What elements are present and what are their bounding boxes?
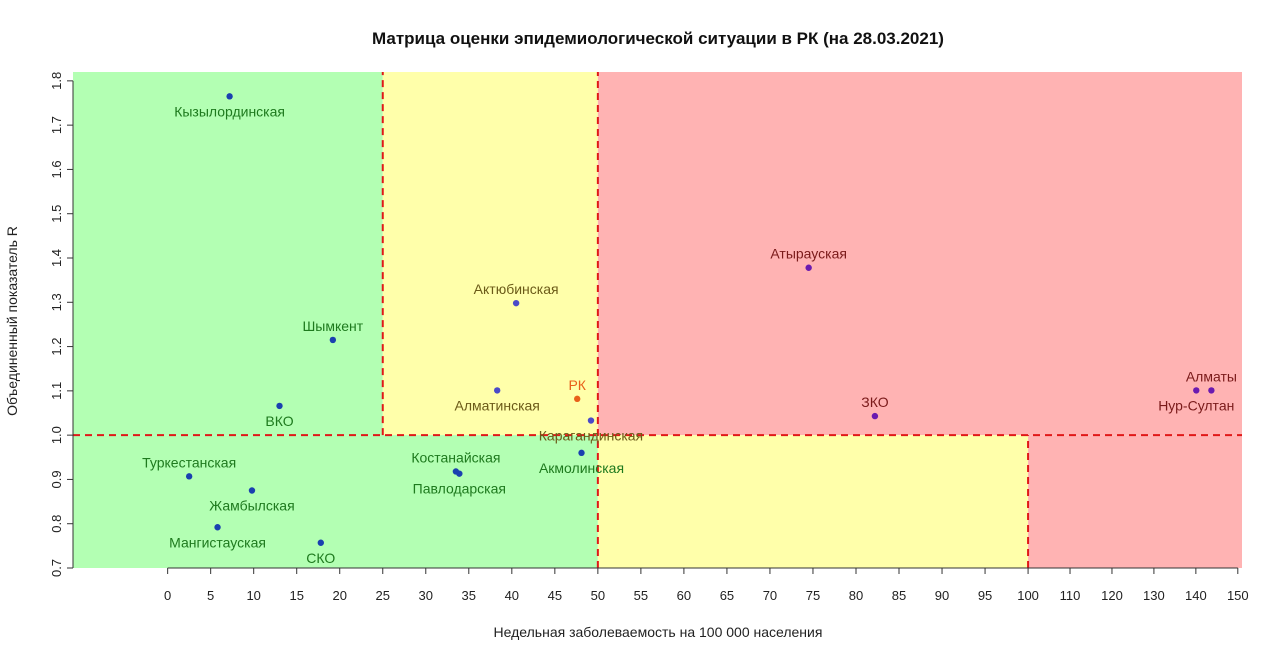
data-point-label: Мангистауская xyxy=(169,534,266,550)
y-axis-label: Объединенный показатель R xyxy=(4,226,20,416)
x-tick-label: 120 xyxy=(1101,588,1123,603)
x-tick-label: 150 xyxy=(1227,588,1249,603)
risk-zones xyxy=(73,72,1242,568)
data-point-label: Павлодарская xyxy=(413,481,506,497)
data-point-label: Актюбинская xyxy=(474,281,559,297)
x-tick-label: 140 xyxy=(1185,588,1207,603)
x-tick-label: 90 xyxy=(935,588,949,603)
y-tick-label: 1.5 xyxy=(49,205,64,223)
data-point xyxy=(329,336,337,344)
chart-title: Матрица оценки эпидемиологической ситуац… xyxy=(372,29,944,48)
y-tick-label: 0.8 xyxy=(49,515,64,533)
data-point-label: Шымкент xyxy=(302,318,363,334)
x-tick-label: 55 xyxy=(634,588,648,603)
x-tick-label: 30 xyxy=(419,588,433,603)
data-point-label: Алматы xyxy=(1186,368,1237,384)
y-tick-label: 1.3 xyxy=(49,293,64,311)
data-point xyxy=(317,539,325,546)
x-tick-label: 110 xyxy=(1060,588,1081,603)
x-tick-label: 130 xyxy=(1143,588,1165,603)
x-tick-label: 0 xyxy=(164,588,171,603)
point-labels: Кызылординская Шымкент ВКО Туркестанская Жам… xyxy=(142,103,1237,565)
x-tick-label: 80 xyxy=(849,588,863,603)
data-point-label: Алматинская xyxy=(455,397,540,413)
x-tick-label: 85 xyxy=(892,588,906,603)
x-tick-label: 50 xyxy=(591,588,605,603)
data-point-label: Жамбылская xyxy=(209,498,294,514)
data-point xyxy=(578,449,585,457)
data-point xyxy=(805,264,812,271)
zone-4 xyxy=(597,435,1029,568)
data-point-label: ЗКО xyxy=(861,394,888,410)
x-tick-label: 75 xyxy=(806,588,820,603)
data-point-label: Нур-Султан xyxy=(1158,397,1234,413)
x-tick-label: 95 xyxy=(978,588,992,603)
data-point xyxy=(1208,387,1215,394)
data-point-label: Костанайская xyxy=(411,449,500,465)
x-tick-label: 25 xyxy=(376,588,390,603)
axes: 0.7 0.8 0.9 1.0 1.1 1.2 1.3 1.4 1.5 1.6 1.7 1.8 0 5 10… xyxy=(49,72,1249,603)
data-point-label: РК xyxy=(568,377,586,393)
x-tick-label: 20 xyxy=(332,588,346,603)
x-tick-label: 35 xyxy=(462,588,476,603)
zone-3 xyxy=(73,435,598,568)
x-tick-label: 100 xyxy=(1017,588,1039,603)
x-tick-label: 45 xyxy=(548,588,562,603)
data-point-label: Туркестанская xyxy=(142,454,236,470)
data-point xyxy=(493,387,501,394)
y-tick-label: 1.4 xyxy=(49,249,64,267)
y-tick-label: 1.1 xyxy=(49,382,64,400)
x-tick-label: 60 xyxy=(677,588,691,603)
y-tick-label: 1.7 xyxy=(49,116,64,134)
data-point xyxy=(587,417,595,424)
data-point xyxy=(456,470,463,477)
data-point-label: Атырауская xyxy=(770,246,847,262)
data-point-label: Кызылординская xyxy=(174,103,285,119)
data-point xyxy=(1193,387,1200,394)
x-tick-label: 15 xyxy=(289,588,303,603)
zone-1 xyxy=(382,72,598,436)
threshold-lines xyxy=(73,72,1242,568)
data-point xyxy=(276,402,283,410)
x-tick-label: 70 xyxy=(763,588,777,603)
y-tick-label: 1.0 xyxy=(49,426,64,444)
x-tick-label: 5 xyxy=(207,588,214,603)
zone-0 xyxy=(73,72,383,436)
zone-2 xyxy=(597,72,1242,436)
data-point-label: Карагандинская xyxy=(539,428,643,444)
y-tick-label: 0.9 xyxy=(49,470,64,488)
data-point xyxy=(512,299,520,307)
data-point xyxy=(574,395,581,403)
y-tick-label: 0.7 xyxy=(49,559,64,577)
data-point-label: СКО xyxy=(306,550,335,566)
data-point xyxy=(214,524,221,531)
x-axis-label: Недельная заболеваемость на 100 000 насе… xyxy=(494,624,823,640)
y-tick-label: 1.6 xyxy=(49,160,64,178)
data-point-label: ВКО xyxy=(265,413,293,429)
data-point-label: Акмолинская xyxy=(539,460,624,476)
data-points xyxy=(185,93,1215,546)
zone-5 xyxy=(1028,435,1242,568)
y-tick-label: 1.8 xyxy=(49,72,64,90)
x-tick-label: 40 xyxy=(505,588,519,603)
data-point xyxy=(226,93,233,100)
data-point xyxy=(248,487,256,494)
data-point xyxy=(185,473,193,480)
x-tick-label: 65 xyxy=(720,588,734,603)
data-point xyxy=(871,412,879,420)
x-tick-label: 10 xyxy=(246,588,260,603)
y-tick-label: 1.2 xyxy=(49,338,64,356)
